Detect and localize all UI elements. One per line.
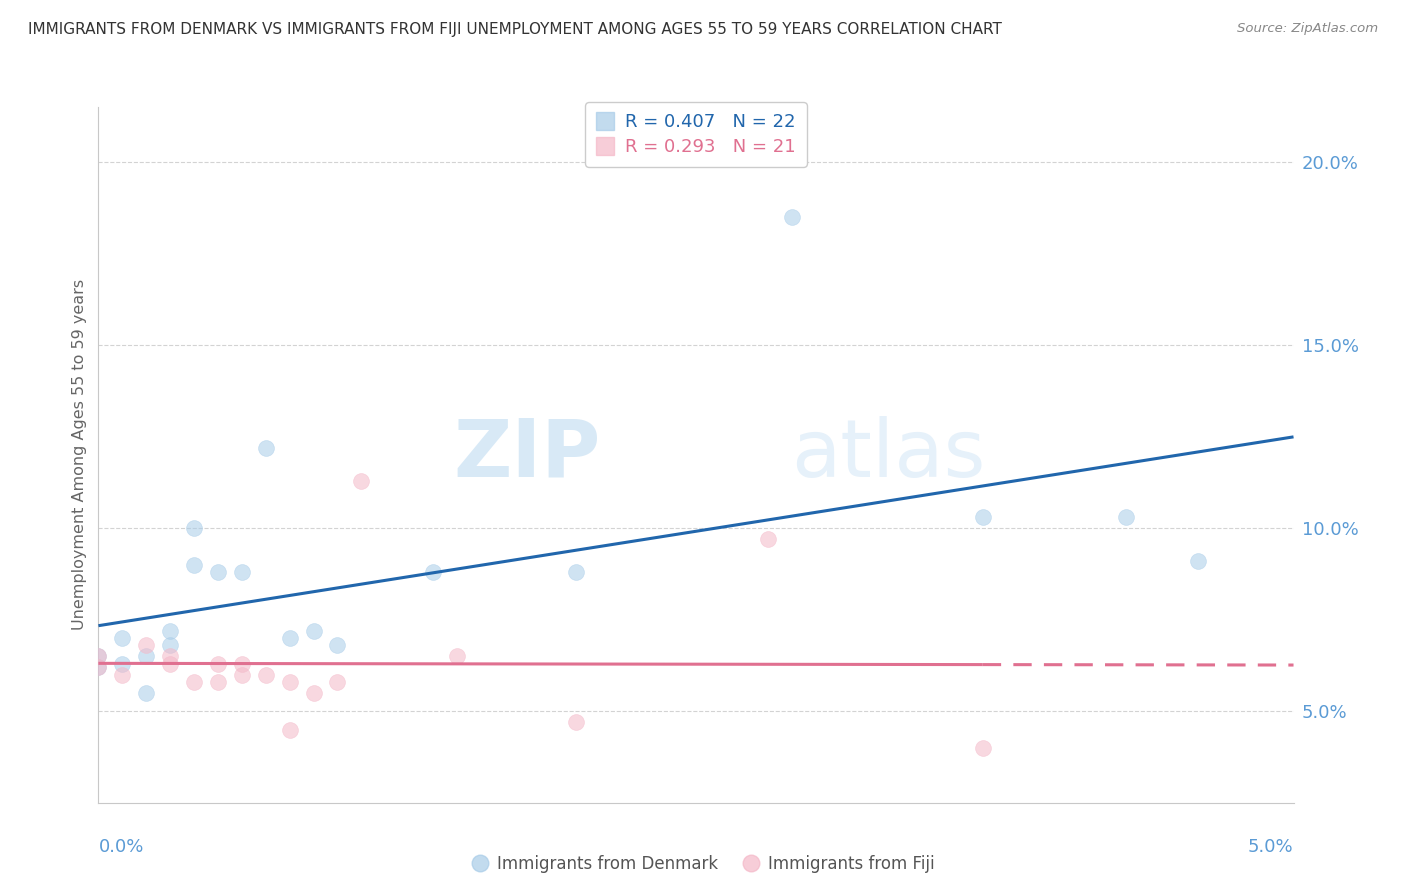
Point bbox=[87, 660, 110, 674]
Point bbox=[326, 638, 349, 652]
Point bbox=[278, 675, 301, 690]
Point bbox=[302, 624, 325, 638]
Point bbox=[207, 565, 229, 579]
Point bbox=[87, 649, 110, 664]
Point bbox=[183, 521, 205, 535]
Point bbox=[159, 624, 181, 638]
Point bbox=[135, 649, 157, 664]
Point bbox=[565, 715, 588, 730]
Text: ZIP: ZIP bbox=[453, 416, 600, 494]
Point bbox=[302, 686, 325, 700]
Point bbox=[972, 740, 994, 755]
Point bbox=[254, 441, 277, 455]
Point bbox=[135, 686, 157, 700]
Point bbox=[207, 675, 229, 690]
Point bbox=[135, 638, 157, 652]
Point bbox=[183, 675, 205, 690]
Legend: Immigrants from Denmark, Immigrants from Fiji: Immigrants from Denmark, Immigrants from… bbox=[465, 848, 941, 880]
Point bbox=[254, 667, 277, 681]
Point bbox=[207, 657, 229, 671]
Point bbox=[446, 649, 468, 664]
Point bbox=[231, 565, 253, 579]
Point bbox=[1115, 510, 1137, 524]
Point bbox=[565, 565, 588, 579]
Point bbox=[159, 638, 181, 652]
Point bbox=[780, 210, 803, 224]
Point bbox=[1187, 554, 1209, 568]
Point bbox=[231, 657, 253, 671]
Text: 5.0%: 5.0% bbox=[1249, 838, 1294, 856]
Point bbox=[111, 667, 134, 681]
Point bbox=[111, 631, 134, 645]
Text: atlas: atlas bbox=[792, 416, 986, 494]
Point bbox=[159, 649, 181, 664]
Point bbox=[350, 474, 373, 488]
Text: 0.0%: 0.0% bbox=[98, 838, 143, 856]
Point bbox=[87, 660, 110, 674]
Y-axis label: Unemployment Among Ages 55 to 59 years: Unemployment Among Ages 55 to 59 years bbox=[72, 279, 87, 631]
Legend: R = 0.407   N = 22, R = 0.293   N = 21: R = 0.407 N = 22, R = 0.293 N = 21 bbox=[585, 103, 807, 167]
Point bbox=[756, 532, 779, 546]
Text: Source: ZipAtlas.com: Source: ZipAtlas.com bbox=[1237, 22, 1378, 36]
Point bbox=[183, 558, 205, 572]
Point bbox=[326, 675, 349, 690]
Point bbox=[278, 723, 301, 737]
Point bbox=[231, 667, 253, 681]
Point bbox=[972, 510, 994, 524]
Point bbox=[278, 631, 301, 645]
Point bbox=[111, 657, 134, 671]
Point bbox=[422, 565, 444, 579]
Point bbox=[159, 657, 181, 671]
Text: IMMIGRANTS FROM DENMARK VS IMMIGRANTS FROM FIJI UNEMPLOYMENT AMONG AGES 55 TO 59: IMMIGRANTS FROM DENMARK VS IMMIGRANTS FR… bbox=[28, 22, 1002, 37]
Point bbox=[87, 649, 110, 664]
